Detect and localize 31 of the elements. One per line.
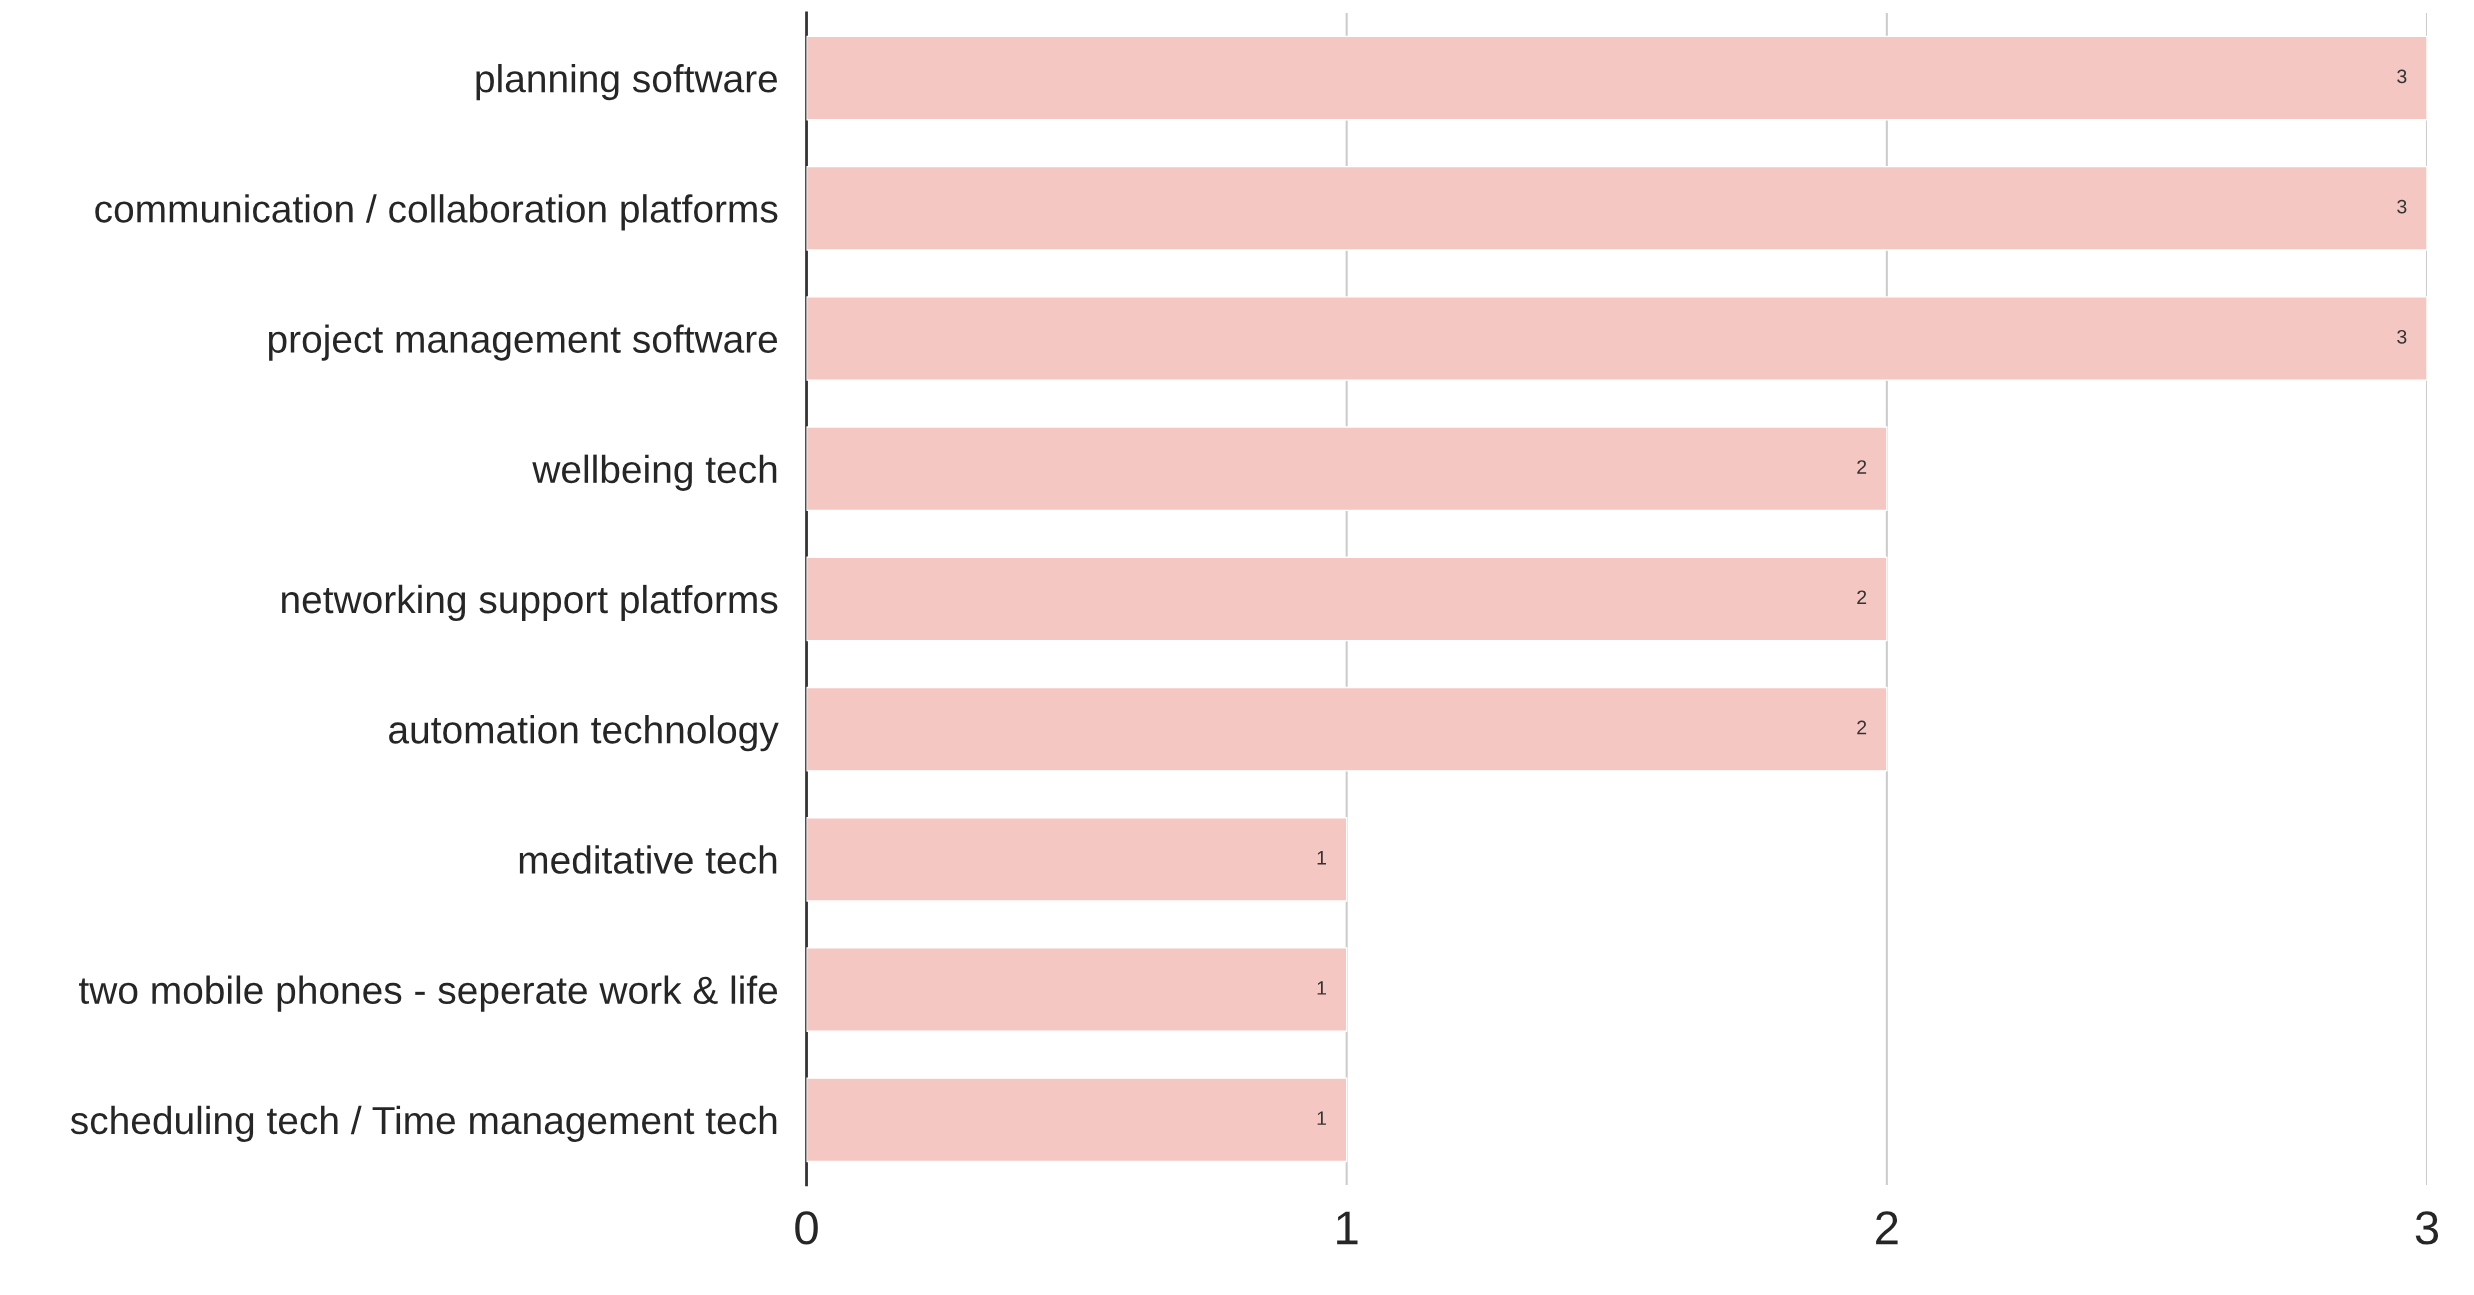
- bar: [806, 296, 2427, 381]
- data-label: 1: [1317, 981, 1326, 995]
- y-tick-label: meditative tech: [519, 845, 777, 874]
- bar: [806, 817, 1348, 902]
- bar: [806, 1077, 1348, 1163]
- y-tick-label: planning software: [476, 63, 778, 101]
- bar: [806, 947, 1348, 1032]
- bar: [806, 165, 2427, 251]
- data-label: 2: [1857, 460, 1867, 474]
- y-tick-label: scheduling tech / Time management tech: [70, 1105, 777, 1142]
- data-label: 3: [2397, 329, 2407, 344]
- y-tick-label: two mobile phones - seperate work & life: [79, 975, 778, 1012]
- data-label: 3: [2397, 69, 2407, 84]
- y-tick-label: project management software: [269, 324, 778, 361]
- x-tick-label: 2: [1876, 1211, 1898, 1245]
- bar: [806, 686, 1888, 772]
- data-label: 2: [1857, 590, 1867, 604]
- bar: [806, 556, 1888, 642]
- y-tick-label: communication / collaboration platforms: [95, 194, 778, 231]
- data-label: 3: [2397, 199, 2407, 214]
- bar: [806, 35, 2427, 121]
- data-label: 1: [1317, 1111, 1326, 1125]
- data-label: 2: [1857, 720, 1867, 735]
- x-tick-label: 1: [1337, 1211, 1358, 1245]
- y-tick-label: networking support platforms: [282, 584, 778, 622]
- x-tick-label: 3: [2415, 1211, 2439, 1245]
- bar: [806, 426, 1888, 512]
- y-tick-label: wellbeing tech: [532, 454, 777, 491]
- data-label: 1: [1317, 851, 1326, 865]
- x-tick-label: 0: [795, 1211, 818, 1245]
- y-tick-label: automation technology: [389, 715, 779, 752]
